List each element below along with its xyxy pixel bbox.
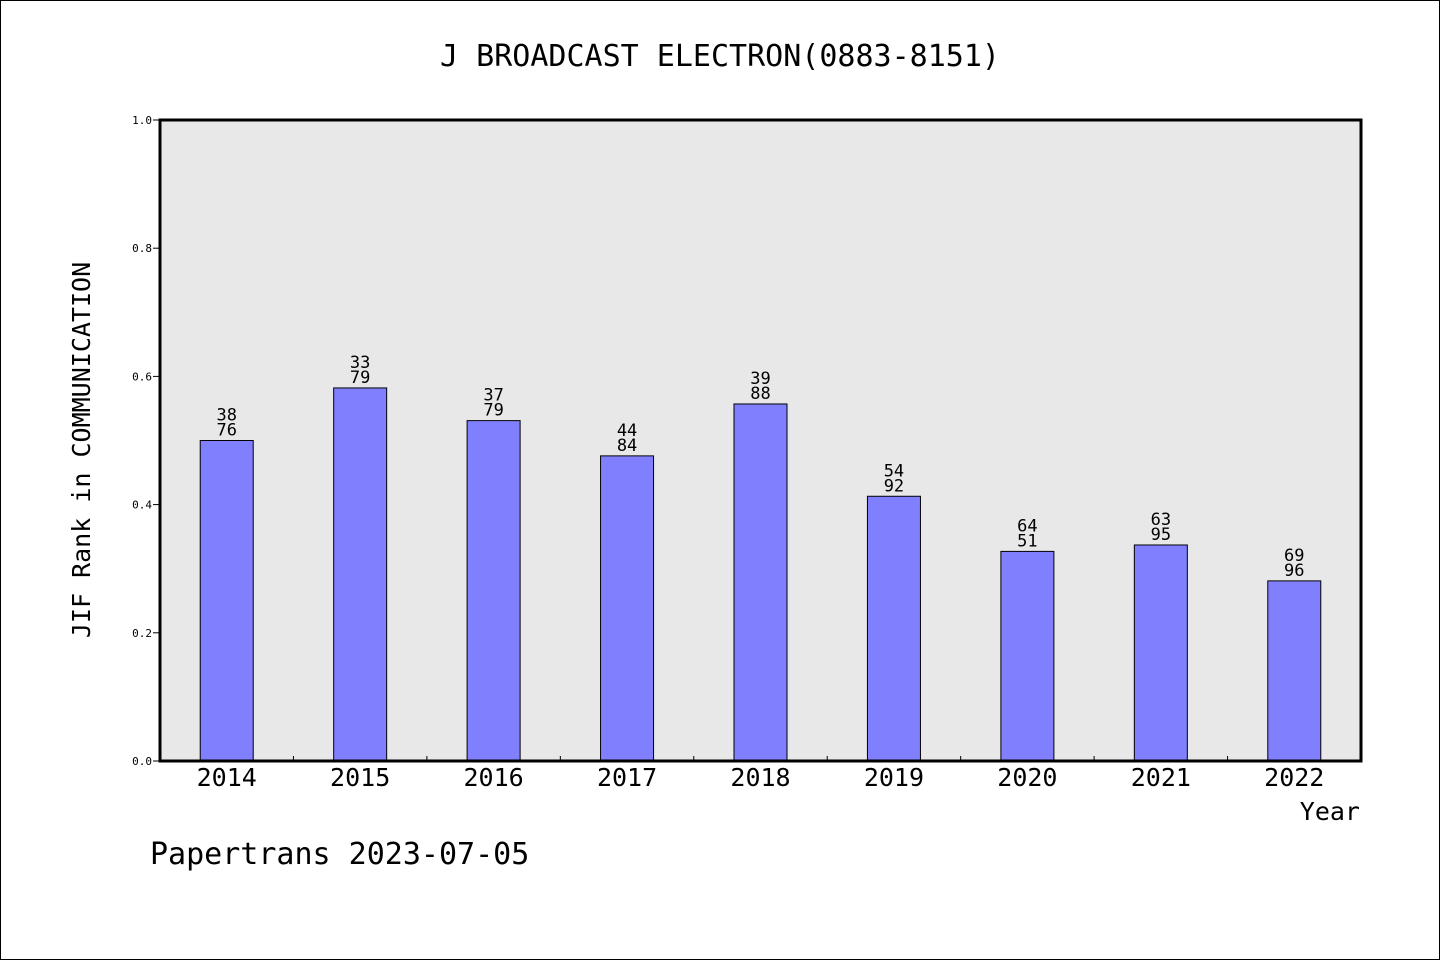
bar-label-top: 64 bbox=[1017, 516, 1037, 536]
bar-label-top: 38 bbox=[216, 406, 236, 426]
y-tick-label: 1.0 bbox=[132, 114, 152, 127]
bar-label-bottom: 79 bbox=[350, 368, 370, 388]
plot-border bbox=[158, 118, 1363, 763]
bar-label-bottom: 51 bbox=[1017, 531, 1037, 551]
bar bbox=[199, 440, 254, 762]
x-tick-label: 2021 bbox=[1131, 763, 1191, 792]
bar bbox=[600, 455, 655, 762]
bar bbox=[466, 420, 521, 762]
x-tick-label: 2014 bbox=[197, 763, 257, 792]
bar bbox=[333, 387, 388, 762]
bar-label-bottom: 96 bbox=[1284, 561, 1304, 581]
bar bbox=[1267, 580, 1322, 762]
bar-label-top: 69 bbox=[1284, 546, 1304, 566]
bar bbox=[866, 495, 921, 762]
bars-group bbox=[199, 387, 1322, 762]
y-tick-label: 0.8 bbox=[132, 242, 152, 255]
source-footer: Papertrans 2023-07-05 bbox=[150, 837, 529, 872]
y-tick-label: 0.6 bbox=[132, 370, 152, 383]
bar bbox=[1133, 544, 1188, 762]
y-tick-label: 0.2 bbox=[132, 627, 152, 640]
bar-label-bottom: 79 bbox=[483, 401, 503, 421]
bar-label-bottom: 76 bbox=[216, 421, 236, 441]
bar-label-top: 54 bbox=[884, 461, 904, 481]
x-tick-label: 2015 bbox=[330, 763, 390, 792]
bar bbox=[1000, 550, 1055, 762]
bar-label-top: 39 bbox=[750, 369, 770, 389]
bar-label-top: 33 bbox=[350, 353, 370, 373]
bar-label-bottom: 92 bbox=[884, 476, 904, 496]
x-tick-label: 2020 bbox=[997, 763, 1057, 792]
y-tick-label: 0.0 bbox=[132, 755, 152, 768]
bar-label-bottom: 95 bbox=[1151, 525, 1171, 545]
x-tick-label: 2017 bbox=[597, 763, 657, 792]
x-tick-label: 2018 bbox=[730, 763, 790, 792]
y-axis-label: JIF Rank in COMMUNICATION bbox=[67, 262, 96, 638]
bar-label-top: 63 bbox=[1151, 510, 1171, 530]
y-tick-label: 0.4 bbox=[132, 499, 152, 512]
bar-label-top: 44 bbox=[617, 421, 637, 441]
bar-label-top: 37 bbox=[483, 386, 503, 406]
bar-label-bottom: 84 bbox=[617, 436, 637, 456]
x-axis-ticks: 2014 2015 2016 2017 2018 2019 2020 2021 2022 bbox=[197, 756, 1324, 792]
x-tick-label: 2016 bbox=[464, 763, 524, 792]
y-axis-ticks: 0.0 0.2 0.4 0.6 0.8 1.0 bbox=[132, 114, 160, 768]
x-axis-label: Year bbox=[1300, 797, 1360, 826]
chart-title: J BROADCAST ELECTRON(0883-8151) bbox=[440, 39, 1000, 74]
bar-label-bottom: 88 bbox=[750, 384, 770, 404]
bar bbox=[733, 403, 788, 762]
x-tick-label: 2022 bbox=[1264, 763, 1324, 792]
x-tick-label: 2019 bbox=[864, 763, 924, 792]
